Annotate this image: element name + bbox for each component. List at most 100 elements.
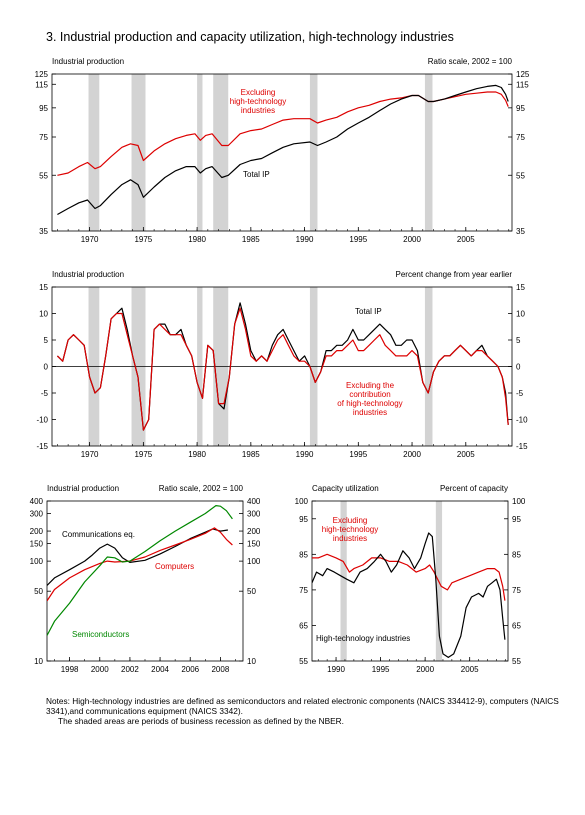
x-tick-label: 1990 — [296, 450, 314, 459]
series-label: industries — [353, 408, 387, 417]
series-line — [312, 553, 506, 601]
y-tick-label: 35 — [516, 227, 525, 236]
x-tick-label: 1990 — [296, 235, 314, 244]
x-tick-label: 2006 — [181, 665, 199, 674]
x-tick-label: 1995 — [349, 450, 367, 459]
y-tick-label: 10 — [34, 657, 43, 666]
recession-band — [340, 501, 347, 661]
x-tick-label: 2000 — [91, 665, 109, 674]
y-tick-label: 55 — [512, 657, 521, 666]
y-tick-label: 10 — [247, 657, 256, 666]
y-tick-label: 300 — [247, 509, 261, 518]
x-tick-label: 2005 — [457, 235, 475, 244]
y-tick-label: -10 — [516, 416, 528, 425]
x-tick-label: 1970 — [81, 235, 99, 244]
y-tick-label: 95 — [39, 104, 48, 113]
y-tick-label: 95 — [512, 515, 521, 524]
notes-line-1: Notes: High-technology industries are de… — [46, 696, 559, 716]
series-label: industries — [241, 106, 275, 115]
series-label: High-technology industries — [316, 634, 410, 643]
x-tick-label: 1985 — [242, 235, 260, 244]
series-label: high-technology — [230, 97, 286, 106]
x-tick-label: 2004 — [151, 665, 169, 674]
y-tick-label: 115 — [35, 80, 48, 89]
chart-title-right: Percent of capacity — [440, 484, 508, 493]
y-tick-label: 55 — [39, 171, 48, 180]
page-title: 3. Industrial production and capacity ut… — [46, 30, 454, 44]
y-tick-label: 75 — [39, 133, 48, 142]
x-tick-label: 2000 — [416, 665, 434, 674]
series-label: Total IP — [355, 307, 382, 316]
recession-band — [309, 74, 318, 231]
y-tick-label: 75 — [512, 586, 521, 595]
x-tick-label: 1995 — [349, 235, 367, 244]
x-tick-label: 1995 — [372, 665, 390, 674]
chart-title-right: Ratio scale, 2002 = 100 — [428, 57, 513, 66]
y-tick-label: 55 — [299, 657, 308, 666]
chart-title-left: Capacity utilization — [312, 484, 379, 493]
y-tick-label: 150 — [30, 540, 44, 549]
series-line — [312, 532, 506, 659]
y-tick-label: 50 — [34, 587, 43, 596]
y-tick-label: 50 — [247, 587, 256, 596]
y-tick-label: 150 — [247, 540, 261, 549]
y-tick-label: 55 — [516, 171, 525, 180]
series-label: contribution — [349, 390, 390, 399]
x-tick-label: 1970 — [81, 450, 99, 459]
y-tick-label: 200 — [30, 527, 44, 536]
x-tick-label: 1975 — [134, 235, 152, 244]
y-tick-label: 100 — [512, 497, 526, 506]
notes-line-2: The shaded areas are periods of business… — [58, 716, 344, 726]
plot-frame — [51, 73, 513, 232]
y-tick-label: 100 — [247, 557, 261, 566]
y-tick-label: -5 — [516, 389, 524, 398]
series-line — [47, 528, 228, 586]
y-tick-label: 35 — [39, 227, 48, 236]
y-tick-label: 400 — [247, 497, 261, 506]
y-tick-label: 0 — [44, 363, 49, 372]
y-tick-label: 5 — [44, 336, 49, 345]
y-tick-label: 100 — [30, 557, 44, 566]
y-tick-label: 95 — [299, 515, 308, 524]
series-label: Communications eq. — [62, 530, 135, 539]
y-tick-label: 15 — [39, 283, 48, 292]
chart-ip_pct_change: Industrial production Percent change from… — [36, 270, 528, 459]
x-tick-label: 1990 — [327, 665, 345, 674]
series-line — [56, 307, 509, 431]
series-label: of high-technology — [337, 399, 402, 408]
y-tick-label: 95 — [516, 104, 525, 113]
y-tick-label: 75 — [516, 133, 525, 142]
series-label: Excluding — [333, 516, 368, 525]
series-line — [47, 505, 233, 636]
x-tick-label: 1980 — [188, 235, 206, 244]
series-label: Semiconductors — [72, 630, 129, 639]
series-label: Computers — [155, 562, 194, 571]
recession-band — [424, 74, 433, 231]
y-tick-label: 300 — [30, 509, 44, 518]
y-tick-label: 75 — [299, 586, 308, 595]
y-tick-label: -15 — [36, 442, 48, 451]
y-tick-label: 65 — [299, 621, 308, 630]
chart-capacity_util: Capacity utilization Percent of capacity 5… — [295, 484, 526, 674]
x-tick-label: 1985 — [242, 450, 260, 459]
y-tick-label: 5 — [516, 336, 521, 345]
chart-title-left: Industrial production — [52, 270, 124, 279]
series-line — [57, 84, 509, 216]
series-label: Excluding — [241, 88, 276, 97]
x-tick-label: 1975 — [134, 450, 152, 459]
chart-title-right: Ratio scale, 2002 = 100 — [159, 484, 244, 493]
recession-band — [131, 74, 146, 231]
x-tick-label: 1980 — [188, 450, 206, 459]
notes: Notes: High-technology industries are de… — [46, 696, 576, 726]
y-tick-label: 400 — [30, 497, 44, 506]
x-tick-label: 2002 — [121, 665, 139, 674]
series-label: industries — [333, 534, 367, 543]
recession-band — [88, 74, 100, 231]
plot-frame — [311, 500, 509, 662]
x-tick-label: 2008 — [211, 665, 229, 674]
x-tick-label: 2000 — [403, 235, 421, 244]
y-tick-label: -15 — [516, 442, 528, 451]
y-tick-label: 15 — [516, 283, 525, 292]
y-tick-label: 100 — [295, 497, 309, 506]
